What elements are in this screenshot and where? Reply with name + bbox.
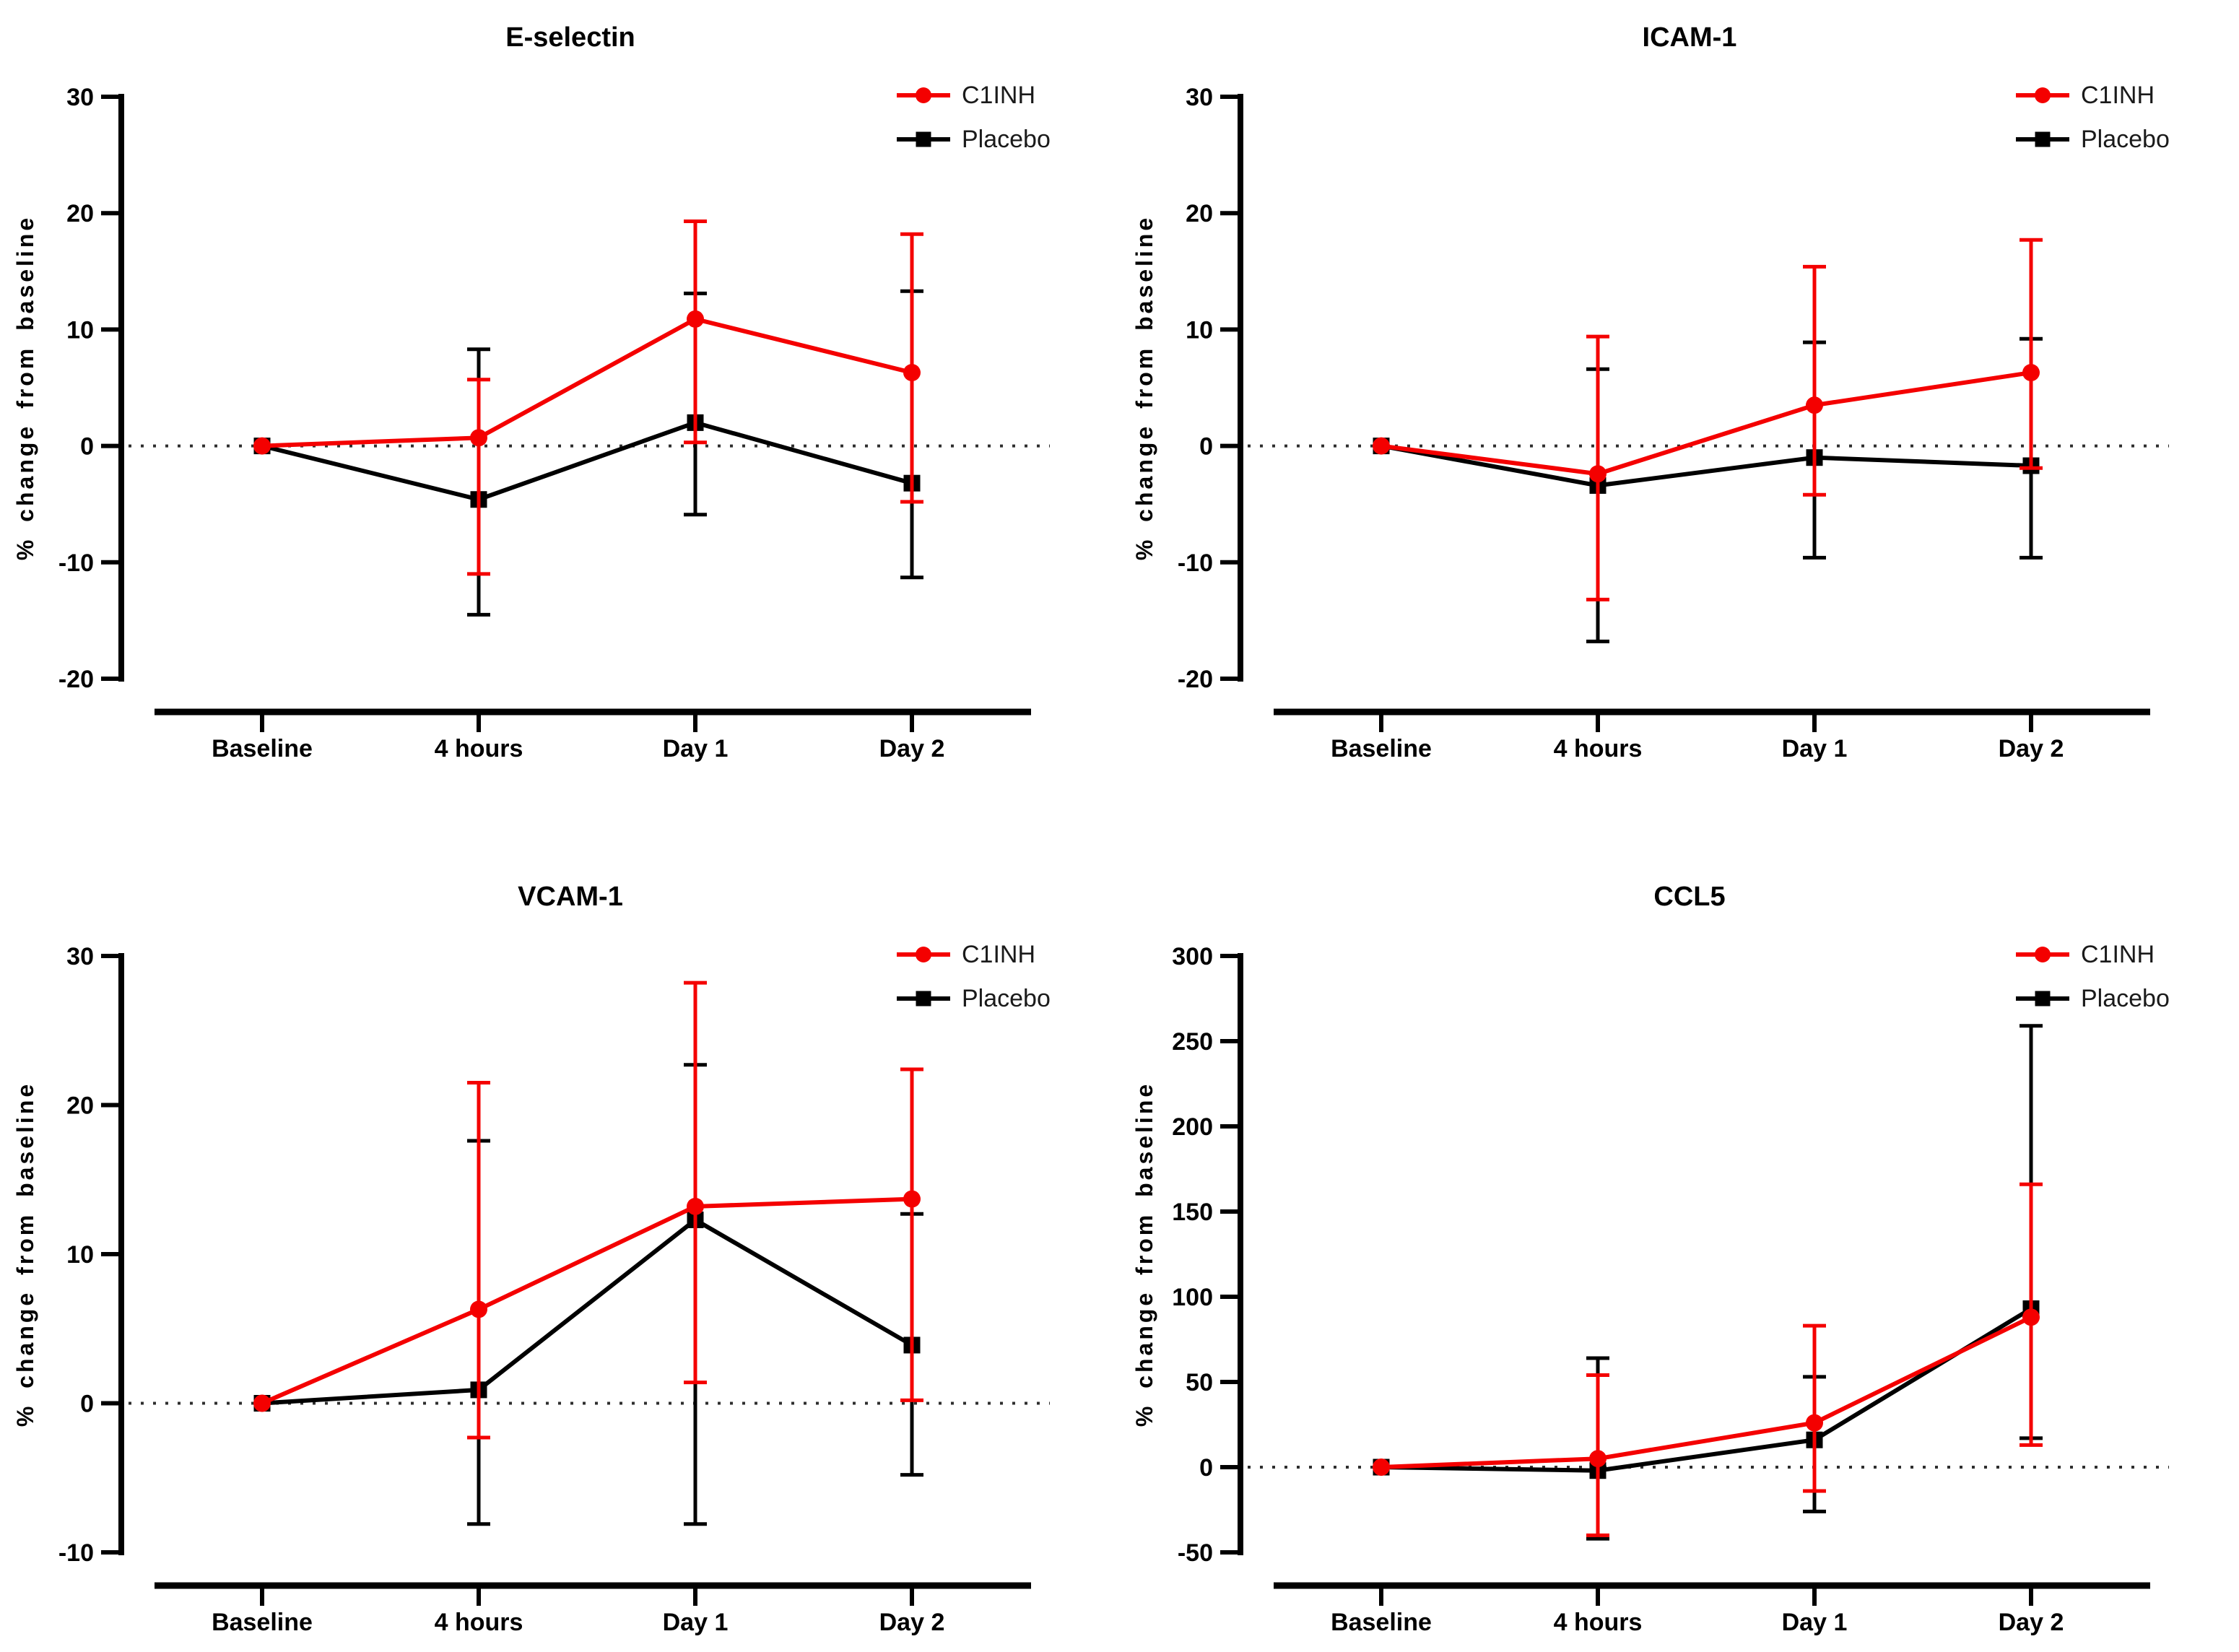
x-tick-label: Day 2: [879, 735, 945, 762]
y-tick-label: 100: [1172, 1284, 1213, 1311]
x-tick-label: Day 2: [879, 1609, 945, 1636]
y-tick-label: 10: [1186, 316, 1213, 344]
x-tick-label: Day 1: [1782, 1609, 1848, 1636]
chart-e-selectin: E-selectin -20 -10 0 10 20 30 % change from bas…: [12, 22, 1051, 762]
legend-label: C1INH: [2081, 941, 2155, 968]
data-point-c1inh: [1806, 396, 1823, 414]
legend-marker-circle-c1inh: [2035, 87, 2051, 103]
x-tick-label: Day 2: [1999, 735, 2064, 762]
x-tick-label: Baseline: [212, 1609, 313, 1636]
y-tick-label: 0: [1199, 1454, 1213, 1482]
y-axis-title: % change from baseline: [12, 1082, 38, 1427]
series-line-c1inh: [1381, 1315, 2033, 1469]
chart-title: ICAM-1: [1643, 22, 1737, 53]
x-tick-label: 4 hours: [1554, 1609, 1643, 1636]
data-point-c1inh: [470, 1300, 487, 1318]
series-line-placebo: [261, 420, 913, 502]
y-tick-label: 30: [1186, 84, 1213, 111]
y-tick-label: -10: [1178, 549, 1213, 577]
series-line-c1inh: [1381, 370, 2032, 477]
y-tick-label: 30: [66, 84, 94, 111]
data-point-c1inh: [2022, 364, 2040, 382]
y-axis-title: % change from baseline: [1131, 215, 1157, 560]
y-tick-label: 250: [1172, 1028, 1213, 1056]
legend-marker-circle-c1inh: [916, 947, 931, 962]
chart-icam-1: ICAM-1 -20 -10 0 10 20 30 % change from baselin…: [1131, 22, 2170, 762]
legend-marker-circle-c1inh: [916, 87, 931, 103]
chart-panel-icam-1: ICAM-1 -20 -10 0 10 20 30 % change from baselin…: [1119, 0, 2238, 826]
y-axis-title: % change from baseline: [1131, 1082, 1157, 1427]
legend-marker-square-placebo: [2035, 131, 2051, 147]
data-point-c1inh: [903, 364, 921, 382]
data-point-c1inh: [253, 437, 271, 455]
chart-ccl5: CCL5 -50 0 50 100 150 200 250 300 % change from b…: [1131, 882, 2170, 1636]
legend-marker-circle-c1inh: [2035, 947, 2051, 962]
y-tick-label: 0: [1199, 433, 1213, 461]
data-point-c1inh: [687, 1197, 704, 1215]
y-tick-label: 20: [66, 200, 94, 227]
legend-marker-square-placebo: [916, 131, 931, 147]
x-tick-label: Baseline: [1331, 1609, 1432, 1636]
y-tick-label: 20: [1186, 200, 1213, 227]
legend-label: Placebo: [2081, 985, 2170, 1012]
chart-vcam-1: VCAM-1 -10 0 10 20 30 % change from baseline Ba…: [12, 882, 1051, 1636]
y-tick-label: 300: [1172, 943, 1213, 970]
series-line-placebo: [1381, 1306, 2033, 1473]
y-tick-label: 10: [66, 1241, 94, 1269]
y-tick-label: -10: [58, 1539, 94, 1567]
y-tick-label: -20: [1178, 666, 1213, 693]
data-point-c1inh: [1806, 1414, 1823, 1432]
y-tick-label: 10: [66, 316, 94, 344]
legend-marker-square-placebo: [916, 991, 931, 1007]
data-point-c1inh: [1373, 1458, 1390, 1476]
chart-panel-vcam-1: VCAM-1 -10 0 10 20 30 % change from baseline Ba…: [0, 826, 1119, 1652]
legend-marker-square-placebo: [2035, 991, 2051, 1007]
chart-title: E-selectin: [505, 22, 635, 53]
chart-title: CCL5: [1653, 882, 1725, 912]
series-line-c1inh: [261, 316, 913, 448]
data-point-c1inh: [1589, 465, 1607, 483]
y-tick-label: 20: [66, 1092, 94, 1120]
series-line-placebo: [1381, 443, 2032, 488]
y-tick-label: 50: [1186, 1369, 1213, 1396]
y-tick-label: 200: [1172, 1113, 1213, 1141]
series-line-c1inh: [261, 1196, 913, 1406]
x-tick-label: Day 2: [1999, 1609, 2064, 1636]
legend-label: C1INH: [2081, 82, 2155, 109]
y-tick-label: 0: [80, 1391, 94, 1418]
y-tick-label: 150: [1172, 1199, 1213, 1226]
data-point-c1inh: [2022, 1308, 2040, 1326]
x-tick-label: 4 hours: [435, 735, 523, 762]
y-tick-label: 30: [66, 943, 94, 970]
legend-label: Placebo: [962, 126, 1051, 153]
series-line-placebo: [261, 1217, 913, 1406]
y-axis-title: % change from baseline: [12, 215, 38, 560]
x-tick-label: Day 1: [1782, 735, 1848, 762]
legend-label: Placebo: [2081, 126, 2170, 153]
y-tick-label: -10: [58, 549, 94, 577]
chart-panel-ccl5: CCL5 -50 0 50 100 150 200 250 300 % change from b…: [1119, 826, 2238, 1652]
chart-panel-e-selectin: E-selectin -20 -10 0 10 20 30 % change from bas…: [0, 0, 1119, 826]
y-tick-label: 0: [80, 433, 94, 461]
x-tick-label: Day 1: [663, 735, 729, 762]
data-point-c1inh: [253, 1394, 271, 1412]
x-tick-label: 4 hours: [435, 1609, 523, 1636]
chart-title: VCAM-1: [518, 882, 623, 912]
y-tick-label: -50: [1178, 1539, 1213, 1567]
x-tick-label: Day 1: [663, 1609, 729, 1636]
x-tick-label: Baseline: [212, 735, 313, 762]
data-point-c1inh: [687, 310, 704, 328]
x-tick-label: 4 hours: [1554, 735, 1643, 762]
data-point-c1inh: [1589, 1450, 1607, 1468]
y-tick-label: -20: [58, 666, 94, 693]
data-point-c1inh: [470, 429, 487, 447]
legend-label: Placebo: [962, 985, 1051, 1012]
x-tick-label: Baseline: [1331, 735, 1432, 762]
legend-label: C1INH: [962, 941, 1035, 968]
data-point-c1inh: [903, 1190, 921, 1208]
data-point-c1inh: [1373, 437, 1390, 455]
legend-label: C1INH: [962, 82, 1035, 109]
